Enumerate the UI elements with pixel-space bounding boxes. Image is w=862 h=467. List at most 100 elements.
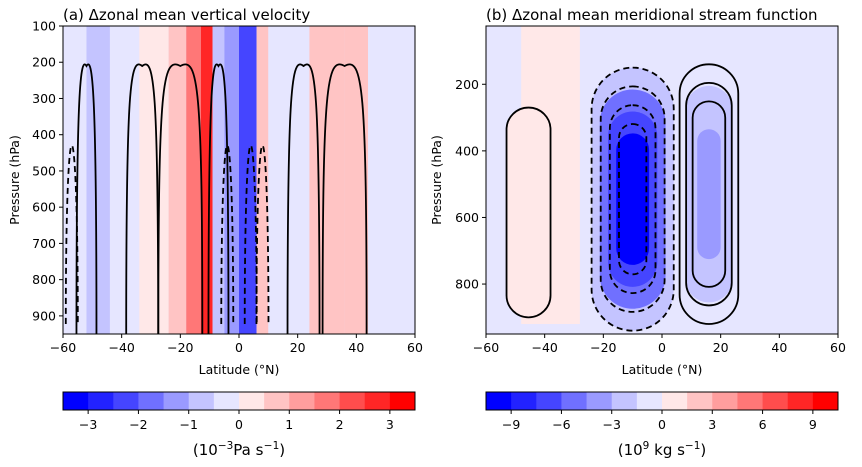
colorbar-tick-label: 0 — [235, 417, 243, 432]
colorbar-swatch — [712, 392, 738, 410]
colorbar-tick-label: −9 — [502, 417, 520, 432]
colorbar-tick-label: −3 — [79, 417, 97, 432]
panel-a-contours — [64, 63, 368, 334]
colorbar-tick-label: 6 — [759, 417, 767, 432]
panel-a-title: (a) Δzonal mean vertical velocity — [63, 6, 310, 24]
y-tick-label: 400 — [455, 143, 479, 158]
colorbar-tick-label: −2 — [129, 417, 147, 432]
panel-b-fills — [486, 26, 838, 334]
fill-band — [139, 26, 169, 334]
tropical-negative-cell-contour — [618, 123, 648, 276]
tropical-negative-cell-fill — [616, 133, 650, 265]
fill-band — [200, 26, 213, 334]
x-tick-label: −60 — [473, 340, 499, 355]
colorbar-swatch — [636, 392, 663, 410]
solid-contour — [321, 63, 368, 334]
colorbar-swatch — [364, 392, 391, 410]
dashed-contour — [64, 144, 79, 325]
colorbar-swatch — [486, 392, 512, 410]
southern-positive-cell-contour — [505, 106, 552, 319]
colorbar-swatch — [163, 392, 190, 410]
panel-a-x-axis: −60 −40 −20 0 20 40 60 — [50, 334, 423, 355]
y-tick-label: 600 — [32, 200, 56, 215]
panel-a-colorbar: −3 −2 −1 0 1 2 3 — [62, 391, 416, 432]
colorbar-swatch — [389, 392, 416, 410]
colorbar-swatch — [561, 392, 588, 410]
panel-a-colorbar-label: (10−3Pa s −1) — [193, 440, 285, 459]
y-tick-label: 800 — [455, 277, 479, 292]
x-tick-label: 60 — [407, 340, 423, 355]
panel-a-xlabel: Latitude (°N) — [199, 362, 280, 377]
x-tick-label: 0 — [235, 340, 243, 355]
x-tick-label: 40 — [771, 340, 787, 355]
x-tick-label: −40 — [108, 340, 134, 355]
panel-a-y-axis: 100 200 300 400 500 600 700 800 900 — [32, 19, 63, 323]
northern-positive-cell-fill — [697, 129, 721, 260]
southern-positive-cell-fill — [519, 160, 538, 265]
y-tick-label: 800 — [32, 272, 56, 287]
x-tick-label: 20 — [290, 340, 306, 355]
panel-b-colorbar: −9 −6 −3 0 3 6 9 — [485, 391, 839, 432]
panel-b-ylabel: Pressure (hPa) — [429, 135, 444, 225]
northern-positive-cell-contour — [691, 100, 727, 288]
y-tick-label: 400 — [32, 127, 56, 142]
colorbar-swatch — [511, 392, 537, 410]
colorbar-tick-label: −3 — [602, 417, 620, 432]
colorbar-swatch — [188, 392, 215, 410]
y-tick-label: 300 — [32, 91, 56, 106]
solid-contour — [207, 63, 230, 334]
tropical-negative-cell-contour — [608, 104, 657, 294]
colorbar-swatch — [213, 392, 240, 410]
x-tick-label: −20 — [590, 340, 616, 355]
panel-b: (b) Δzonal mean meridional stream functi… — [429, 6, 846, 459]
northern-positive-cell-contour — [685, 81, 733, 307]
panel-b-y-axis: 200 400 600 800 — [455, 77, 486, 292]
y-tick-label: 600 — [455, 210, 479, 225]
colorbar-swatch — [339, 392, 366, 410]
panel-b-x-axis: −60 −40 −20 0 20 40 60 — [473, 334, 846, 355]
fill-band — [212, 26, 225, 334]
panel-b-colorbar-label: (109 kg s−1) — [618, 440, 707, 459]
x-tick-label: 0 — [658, 340, 666, 355]
solid-contour — [75, 63, 98, 334]
colorbar-swatch — [762, 392, 789, 410]
fill-band — [256, 26, 269, 334]
colorbar-tick-label: −1 — [179, 417, 197, 432]
colorbar-tick-label: −6 — [552, 417, 570, 432]
y-tick-label: 100 — [32, 19, 56, 34]
colorbar-swatch — [113, 392, 139, 410]
fill-band — [368, 26, 415, 334]
x-tick-label: 60 — [830, 340, 846, 355]
fill-band — [109, 26, 140, 334]
x-tick-label: −60 — [50, 340, 76, 355]
x-tick-label: −20 — [167, 340, 193, 355]
fill-band — [309, 26, 345, 334]
y-tick-label: 900 — [32, 308, 56, 323]
colorbar-tick-label: 1 — [285, 417, 293, 432]
tropical-negative-cell-contour — [599, 85, 666, 313]
x-tick-label: 20 — [713, 340, 729, 355]
colorbar-swatch — [737, 392, 764, 410]
colorbar-swatch — [138, 392, 165, 410]
colorbar-swatch — [611, 392, 638, 410]
fill-band — [86, 26, 110, 334]
colorbar-swatch — [787, 392, 814, 410]
x-tick-label: 40 — [348, 340, 364, 355]
colorbar-swatch — [63, 392, 89, 410]
northern-positive-cell-contour — [678, 63, 740, 325]
colorbar-swatch — [264, 392, 290, 410]
colorbar-swatch — [239, 392, 265, 410]
panel-a: (a) Δzonal mean vertical velocity −60 −40… — [7, 6, 423, 459]
colorbar-swatch — [314, 392, 341, 410]
colorbar-swatch — [812, 392, 839, 410]
solid-contour — [157, 63, 204, 334]
colorbar-tick-label: 3 — [708, 417, 716, 432]
colorbar-swatch — [536, 392, 562, 410]
colorbar-tick-label: 3 — [386, 417, 394, 432]
y-tick-label: 700 — [32, 236, 56, 251]
colorbar-tick-label: 9 — [809, 417, 817, 432]
colorbar-swatch — [687, 392, 713, 410]
panel-b-title: (b) Δzonal mean meridional stream functi… — [486, 6, 818, 24]
colorbar-tick-label: 0 — [658, 417, 666, 432]
